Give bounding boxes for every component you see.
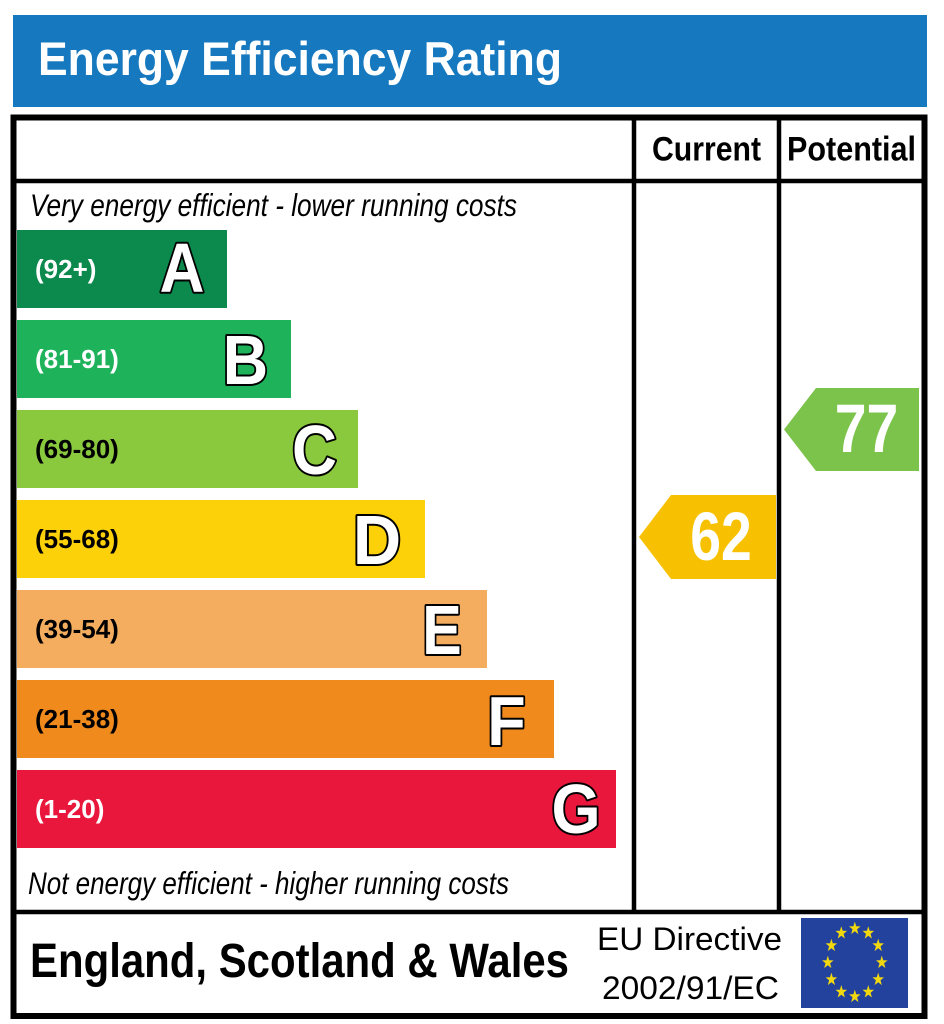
svg-text:F: F <box>487 682 525 760</box>
svg-text:B: B <box>223 321 268 399</box>
svg-text:D: D <box>353 501 401 579</box>
svg-text:Current: Current <box>652 131 761 169</box>
svg-text:A: A <box>160 229 205 307</box>
svg-text:(69-80): (69-80) <box>35 434 119 464</box>
svg-text:(1-20): (1-20) <box>35 794 104 824</box>
svg-text:77: 77 <box>835 390 899 467</box>
svg-text:(92+): (92+) <box>35 254 96 284</box>
svg-text:E: E <box>422 591 462 669</box>
svg-text:EU Directive: EU Directive <box>597 921 782 957</box>
svg-text:Potential: Potential <box>787 131 916 169</box>
svg-text:(55-68): (55-68) <box>35 524 119 554</box>
svg-text:England, Scotland & Wales: England, Scotland & Wales <box>30 935 569 988</box>
svg-text:(21-38): (21-38) <box>35 704 119 734</box>
svg-text:(39-54): (39-54) <box>35 614 119 644</box>
svg-text:Very energy efficient - lower: Very energy efficient - lower running co… <box>30 187 517 223</box>
svg-text:(81-91): (81-91) <box>35 344 119 374</box>
svg-text:62: 62 <box>690 498 752 575</box>
svg-text:Energy Efficiency Rating: Energy Efficiency Rating <box>38 32 562 85</box>
svg-text:G: G <box>551 770 600 848</box>
svg-text:Not energy efficient - higher: Not energy efficient - higher running co… <box>28 865 509 901</box>
svg-text:C: C <box>292 411 337 489</box>
svg-text:2002/91/EC: 2002/91/EC <box>602 970 779 1006</box>
